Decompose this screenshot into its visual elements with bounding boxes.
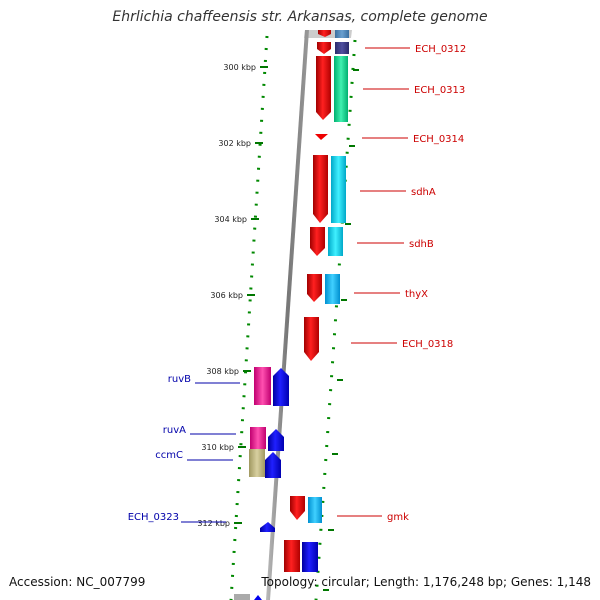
gene-arrow <box>334 56 348 122</box>
gene-arrow <box>315 134 328 140</box>
gene-label[interactable]: ECH_0313 <box>414 85 465 96</box>
ruler-tick-label: 304 kbp <box>214 215 247 224</box>
gene-arrow <box>335 30 349 38</box>
gene-arrow <box>249 449 265 477</box>
gene-arrow <box>331 156 346 223</box>
gene-arrow <box>254 367 271 405</box>
gene-arrow <box>268 429 284 451</box>
gene-arrow <box>335 42 349 54</box>
ruler-tick-label: 302 kbp <box>218 139 251 148</box>
ruler-tick-label: 306 kbp <box>210 291 243 300</box>
gene-arrow <box>328 227 343 256</box>
gene-arrow <box>250 427 266 449</box>
gene-labels: ECH_0312 ECH_0313 ECH_0314 sdhA sdhB thyX ECH_… <box>128 44 467 523</box>
ruler-tick-label: 300 kbp <box>223 63 256 72</box>
gene-arrow <box>273 368 289 406</box>
gene-arrow <box>310 227 325 256</box>
gene-arrow <box>265 452 281 478</box>
gene-arrow <box>316 56 331 120</box>
ruler-tick-label: 310 kbp <box>201 443 234 452</box>
ruler-ticks: 300 kbp 302 kbp 304 kbp 306 kbp 308 kbp 310 k… <box>197 63 359 591</box>
ruler-tick-label: 312 kbp <box>197 519 230 528</box>
gene-label[interactable]: sdhA <box>411 187 436 198</box>
gene-arrow <box>308 497 322 523</box>
gene-label[interactable]: sdhB <box>409 239 434 250</box>
gene-label[interactable]: gmk <box>387 512 409 523</box>
gene-arrow <box>284 540 300 572</box>
gene-arrow <box>325 274 340 304</box>
gene-arrow <box>318 30 331 37</box>
gene-label[interactable]: ruvA <box>163 425 186 436</box>
gene-arrow <box>254 595 262 600</box>
map-title: Ehrlichia chaffeensis str. Arkansas, com… <box>112 9 488 25</box>
gene-label[interactable]: thyX <box>405 289 428 300</box>
gene-arrow <box>304 317 319 361</box>
gene-arrow <box>302 542 318 572</box>
gene-arrow <box>307 274 322 302</box>
gene-arrow <box>317 42 331 54</box>
accession-text: Accession: NC_007799 <box>9 575 146 589</box>
gene-arrow <box>313 155 328 223</box>
backbone-bottom <box>234 594 250 600</box>
gene-arrow <box>260 522 275 532</box>
gene-label[interactable]: ccmC <box>155 450 183 461</box>
gene-arrow <box>290 496 305 520</box>
outer-guide-line <box>314 39 357 600</box>
ruler-tick-label: 308 kbp <box>206 367 239 376</box>
gene-features <box>249 30 349 600</box>
gene-label[interactable]: ECH_0312 <box>415 44 466 55</box>
gene-label[interactable]: ruvB <box>168 374 191 385</box>
gene-label[interactable]: ECH_0314 <box>413 134 464 145</box>
gene-label[interactable]: ECH_0318 <box>402 339 453 350</box>
gene-label[interactable]: ECH_0323 <box>128 512 179 523</box>
genome-summary-text: Topology: circular; Length: 1,176,248 bp… <box>261 575 591 589</box>
